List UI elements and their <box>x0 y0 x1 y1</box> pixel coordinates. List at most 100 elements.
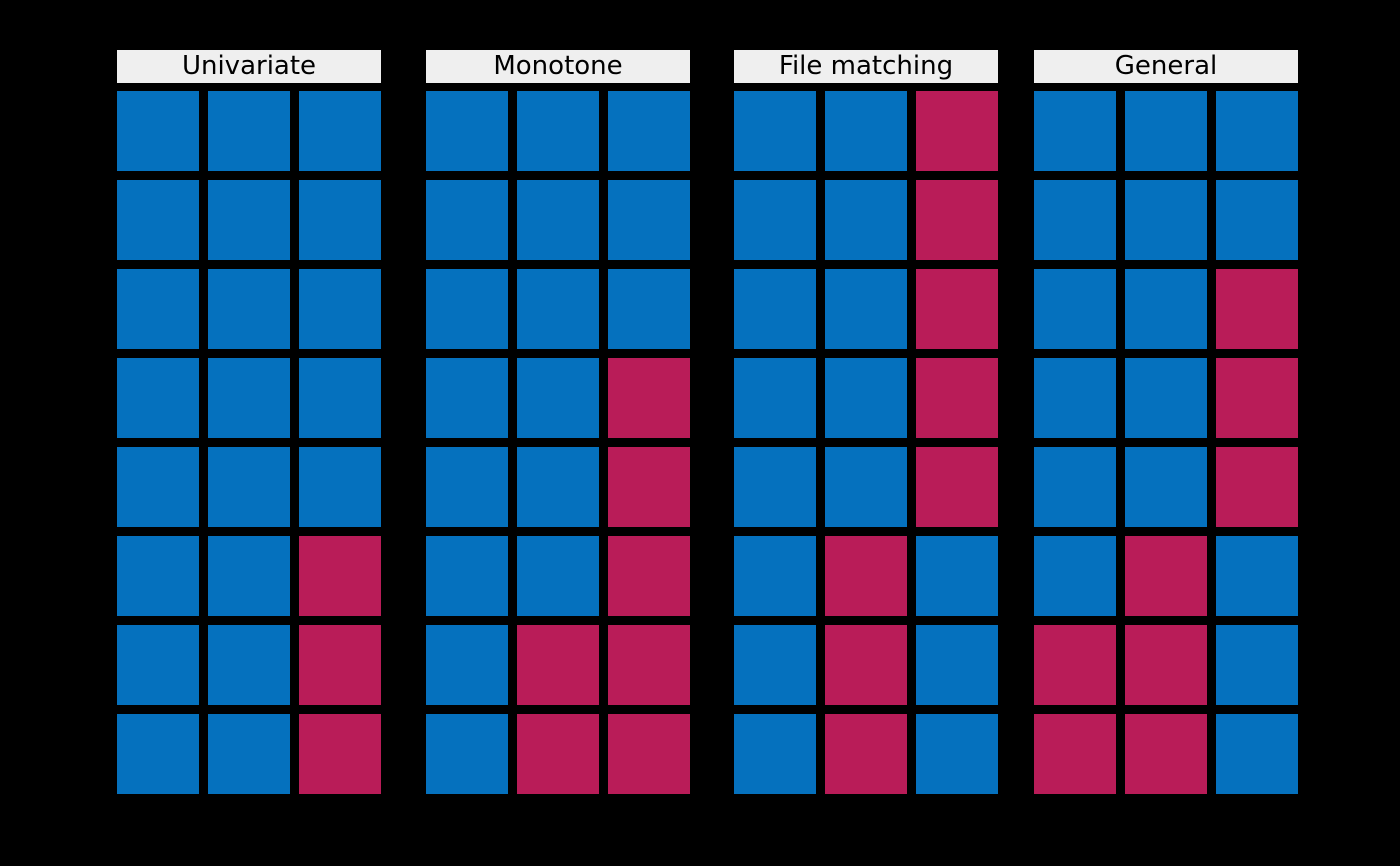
cell-missing <box>608 358 690 438</box>
cell-observed <box>1034 91 1116 171</box>
cell-observed <box>734 269 816 349</box>
cell-missing <box>916 269 998 349</box>
cell-observed <box>734 625 816 705</box>
cell-missing <box>1125 714 1207 794</box>
cell-observed <box>517 180 599 260</box>
cell-observed <box>916 714 998 794</box>
cell-observed <box>299 447 381 527</box>
cell-observed <box>299 180 381 260</box>
cell-observed <box>825 91 907 171</box>
cell-observed <box>916 536 998 616</box>
panel-title-univariate: Univariate <box>115 48 383 85</box>
cell-missing <box>916 358 998 438</box>
cell-observed <box>117 269 199 349</box>
cell-observed <box>608 91 690 171</box>
panel-title-general: General <box>1032 48 1300 85</box>
cell-observed <box>734 536 816 616</box>
cell-observed <box>734 180 816 260</box>
cell-observed <box>1125 447 1207 527</box>
cell-observed <box>426 358 508 438</box>
cell-missing <box>299 714 381 794</box>
cell-observed <box>208 447 290 527</box>
cell-observed <box>426 91 508 171</box>
cell-observed <box>1034 180 1116 260</box>
cell-observed <box>1125 91 1207 171</box>
cell-missing <box>825 714 907 794</box>
cell-observed <box>208 358 290 438</box>
cell-missing <box>517 625 599 705</box>
cell-observed <box>1034 269 1116 349</box>
cell-missing <box>608 714 690 794</box>
cell-observed <box>1216 714 1298 794</box>
cell-missing <box>1216 447 1298 527</box>
cell-observed <box>426 269 508 349</box>
cell-missing <box>299 625 381 705</box>
cell-observed <box>299 91 381 171</box>
panel-file-matching: File matching <box>732 48 1000 794</box>
cell-observed <box>1216 180 1298 260</box>
cell-observed <box>1034 447 1116 527</box>
cell-observed <box>608 269 690 349</box>
cell-observed <box>1125 180 1207 260</box>
panel-monotone: Monotone <box>424 48 692 794</box>
cell-observed <box>825 358 907 438</box>
cell-observed <box>1034 358 1116 438</box>
cell-missing <box>608 536 690 616</box>
cell-observed <box>825 180 907 260</box>
cell-observed <box>208 714 290 794</box>
cell-observed <box>734 714 816 794</box>
cell-missing <box>1125 536 1207 616</box>
panel-univariate: Univariate <box>115 48 383 794</box>
cell-observed <box>208 180 290 260</box>
cell-observed <box>825 269 907 349</box>
cell-missing <box>608 625 690 705</box>
cell-observed <box>426 714 508 794</box>
cell-missing <box>299 536 381 616</box>
cell-missing <box>517 714 599 794</box>
cell-observed <box>208 625 290 705</box>
cell-observed <box>208 536 290 616</box>
cell-observed <box>208 91 290 171</box>
cell-observed <box>1216 625 1298 705</box>
cell-observed <box>1125 358 1207 438</box>
cell-missing <box>1034 625 1116 705</box>
panel-general: General <box>1032 48 1300 794</box>
cell-observed <box>299 269 381 349</box>
cell-observed <box>117 714 199 794</box>
cell-missing <box>1216 358 1298 438</box>
cell-missing <box>608 447 690 527</box>
cell-observed <box>117 625 199 705</box>
cell-observed <box>1125 269 1207 349</box>
cell-observed <box>734 447 816 527</box>
cell-missing <box>1034 714 1116 794</box>
pattern-grid-monotone <box>426 91 690 794</box>
cell-observed <box>117 358 199 438</box>
cell-missing <box>825 625 907 705</box>
cell-observed <box>608 180 690 260</box>
cell-observed <box>1216 91 1298 171</box>
cell-missing <box>1216 269 1298 349</box>
cell-observed <box>517 447 599 527</box>
pattern-grid-univariate <box>117 91 381 794</box>
cell-observed <box>426 447 508 527</box>
cell-missing <box>916 91 998 171</box>
cell-observed <box>117 536 199 616</box>
cell-observed <box>426 180 508 260</box>
cell-observed <box>734 91 816 171</box>
cell-missing <box>916 180 998 260</box>
pattern-grid-general <box>1034 91 1298 794</box>
cell-missing <box>1125 625 1207 705</box>
cell-observed <box>1216 536 1298 616</box>
cell-observed <box>117 91 199 171</box>
cell-observed <box>299 358 381 438</box>
cell-observed <box>517 358 599 438</box>
cell-observed <box>517 269 599 349</box>
cell-observed <box>117 447 199 527</box>
cell-observed <box>117 180 199 260</box>
cell-observed <box>916 625 998 705</box>
cell-observed <box>517 91 599 171</box>
pattern-grid-file-matching <box>734 91 998 794</box>
cell-observed <box>825 447 907 527</box>
